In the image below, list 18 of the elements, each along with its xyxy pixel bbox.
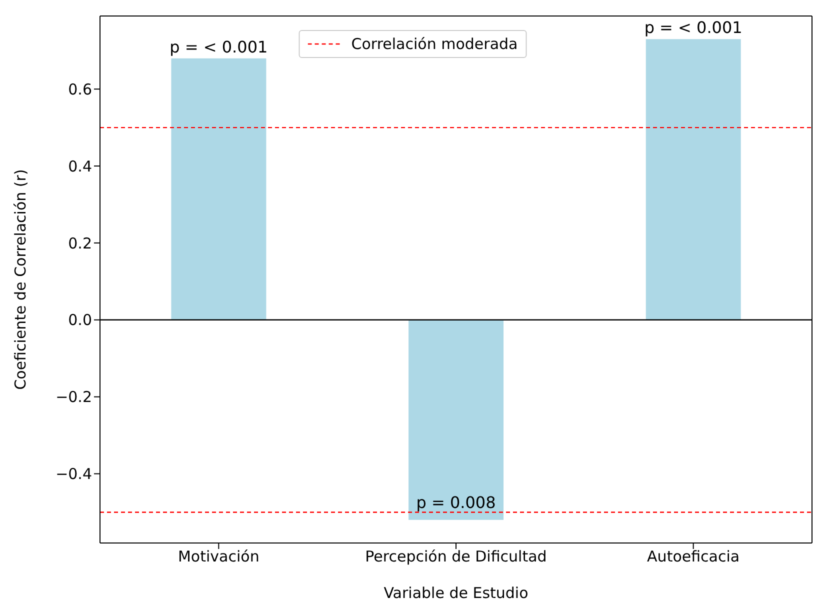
- x-tick-label: Autoeficacia: [647, 548, 740, 566]
- annotation: p = 0.008: [416, 492, 496, 512]
- y-tick-label: 0.0: [68, 311, 92, 330]
- y-tick-label: 0.2: [68, 234, 92, 252]
- annotation: p = < 0.001: [170, 37, 268, 56]
- y-tick-label: −0.2: [56, 388, 92, 406]
- x-tick-label: Motivación: [178, 548, 260, 566]
- annotation: p = < 0.001: [644, 18, 742, 38]
- legend-label: Correlación moderada: [351, 35, 518, 53]
- x-tick-label: Percepción de Dificultad: [365, 548, 547, 566]
- y-tick-label: −0.4: [56, 465, 92, 484]
- y-tick-label: 0.4: [68, 157, 92, 176]
- y-axis-title: Coeficiente de Correlación (r): [11, 169, 30, 390]
- x-axis-title: Variable de Estudio: [384, 584, 528, 602]
- bar: [171, 58, 266, 320]
- bar: [408, 320, 504, 520]
- bar: [646, 39, 741, 320]
- y-tick-label: 0.6: [68, 80, 92, 98]
